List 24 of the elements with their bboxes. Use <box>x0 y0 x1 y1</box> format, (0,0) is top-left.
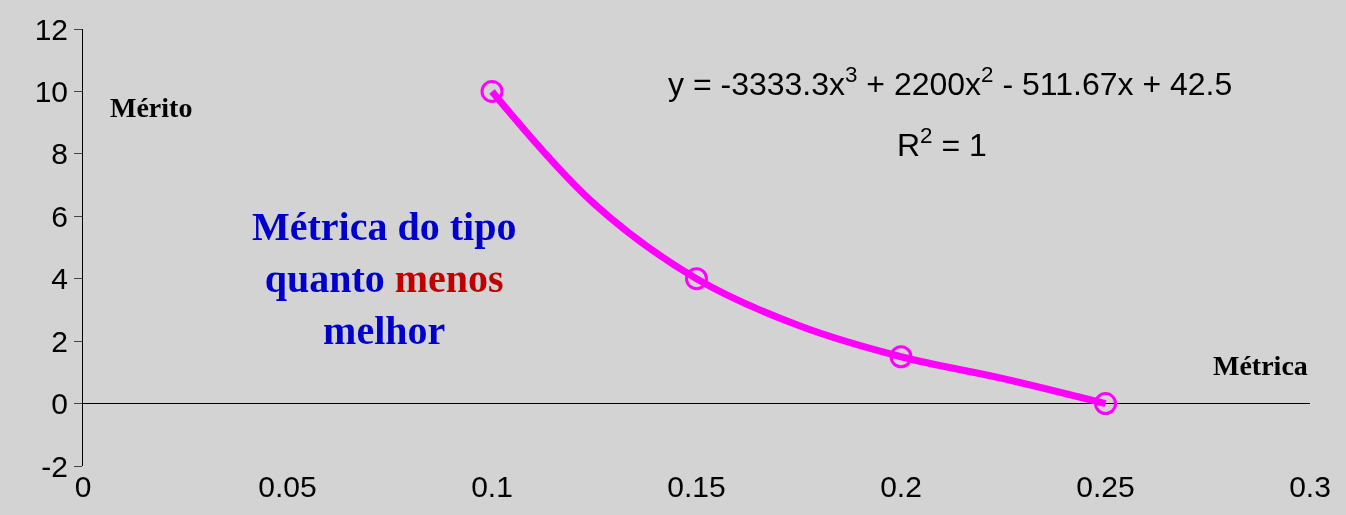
x-tick-label: 0.1 <box>471 470 513 503</box>
y-axis-title: Mérito <box>110 92 193 123</box>
y-tick-label: 0 <box>51 387 68 421</box>
x-tick-label: 0.25 <box>1076 470 1135 503</box>
point <box>685 267 708 291</box>
x-tick-label: 0.3 <box>1289 470 1331 503</box>
x-tick-label: 0 <box>74 470 92 503</box>
y-tick-label: 12 <box>34 12 68 46</box>
annotation: R$^{2}$ = 1 <box>897 123 987 164</box>
y-tick-label: 6 <box>51 199 68 233</box>
annotation: y = -3333.3x$^{3}$ + 2200x$^{2}$ - 511.67x + 42.5 <box>668 62 1233 103</box>
x-axis-title: Métrica <box>1213 350 1308 381</box>
y-tick-label: 2 <box>51 324 68 358</box>
y-tick-label: 10 <box>34 74 68 108</box>
annotation: Métrica do tipo quanto menos melhor <box>252 204 517 353</box>
y-tick-label: -2 <box>41 449 68 483</box>
x-tick-label: 0.05 <box>258 470 317 503</box>
point <box>1094 392 1117 416</box>
y-tick-label: 8 <box>51 137 68 171</box>
point <box>889 345 913 369</box>
point <box>480 79 504 103</box>
y-tick-label: 4 <box>51 262 68 296</box>
x-tick-label: 0.15 <box>667 470 726 503</box>
x-tick-label: 0.2 <box>880 470 922 503</box>
